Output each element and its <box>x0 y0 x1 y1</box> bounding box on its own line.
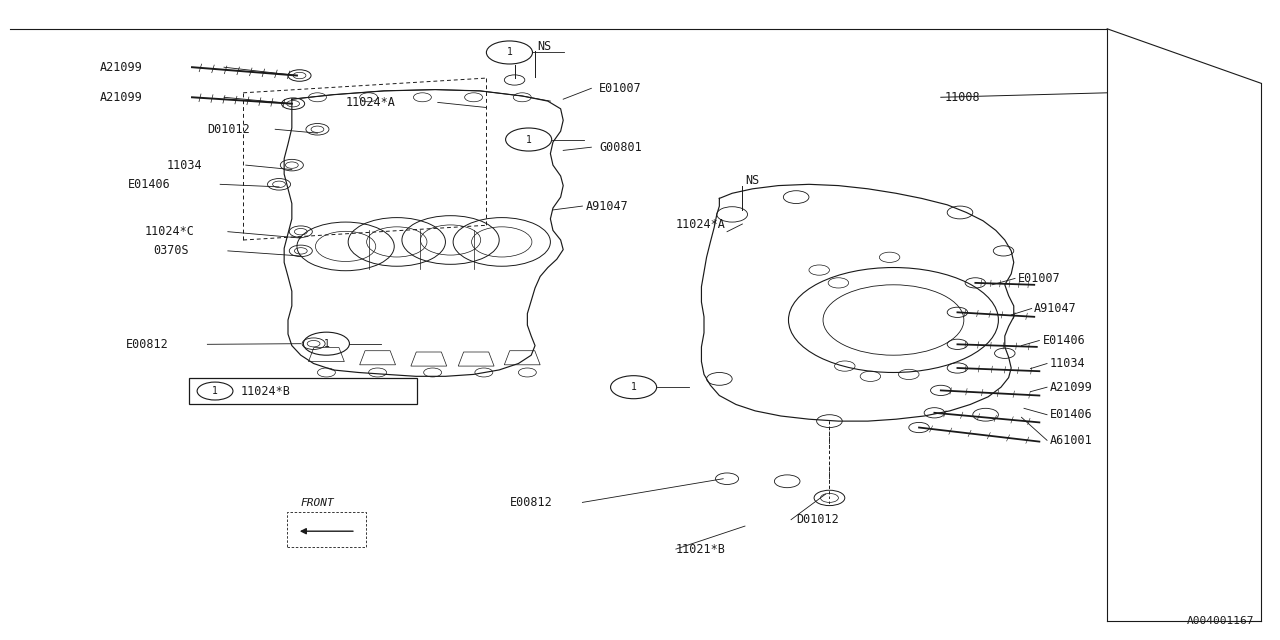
Text: FRONT: FRONT <box>301 497 334 508</box>
Text: A004001167: A004001167 <box>1187 616 1254 626</box>
Text: 1: 1 <box>507 47 512 58</box>
Text: 11024*B: 11024*B <box>241 385 291 397</box>
Text: E01406: E01406 <box>128 178 170 191</box>
Text: E01007: E01007 <box>1018 272 1060 285</box>
Text: 1: 1 <box>631 382 636 392</box>
Text: A91047: A91047 <box>586 200 628 212</box>
Text: A91047: A91047 <box>1034 302 1076 315</box>
Text: NS: NS <box>538 40 552 52</box>
Text: A21099: A21099 <box>1050 381 1092 394</box>
Text: E01007: E01007 <box>599 82 641 95</box>
Text: 11024*C: 11024*C <box>145 225 195 238</box>
Text: 11008: 11008 <box>945 91 980 104</box>
Text: A21099: A21099 <box>100 61 142 74</box>
Text: E01406: E01406 <box>1043 334 1085 347</box>
Text: 11034: 11034 <box>1050 357 1085 370</box>
Text: G00801: G00801 <box>599 141 641 154</box>
Text: 1: 1 <box>526 134 531 145</box>
Text: 11034: 11034 <box>166 159 202 172</box>
Text: A61001: A61001 <box>1050 434 1092 447</box>
Text: 11021*B: 11021*B <box>676 543 726 556</box>
Text: E00812: E00812 <box>125 338 168 351</box>
Text: D01012: D01012 <box>207 123 250 136</box>
Text: D01012: D01012 <box>796 513 838 526</box>
Text: 1: 1 <box>212 386 218 396</box>
Text: E01406: E01406 <box>1050 408 1092 421</box>
Text: A21099: A21099 <box>100 91 142 104</box>
Text: 11024*A: 11024*A <box>676 218 726 230</box>
Text: 11024*A: 11024*A <box>346 96 396 109</box>
Text: E00812: E00812 <box>509 496 552 509</box>
Text: NS: NS <box>745 174 759 187</box>
Text: 0370S: 0370S <box>154 244 189 257</box>
Text: 1: 1 <box>324 339 329 349</box>
